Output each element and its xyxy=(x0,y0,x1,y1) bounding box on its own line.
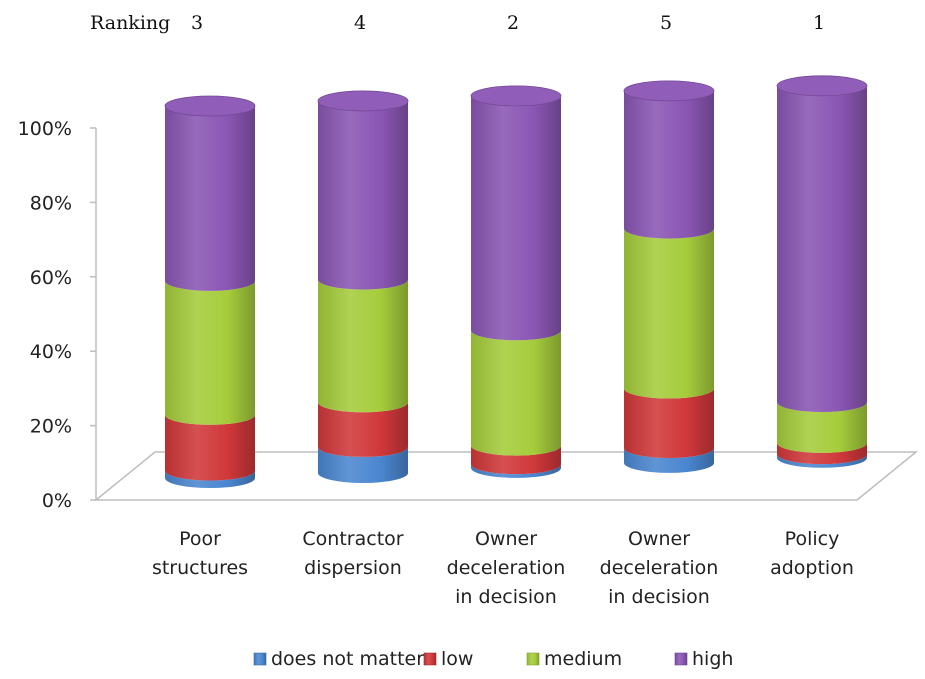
bar-segment xyxy=(318,100,408,290)
bar-segment xyxy=(624,90,714,239)
y-axis: 0% 20% 40% 60% 80% 100% xyxy=(18,118,97,512)
legend-label: high xyxy=(692,648,733,670)
bar-segment xyxy=(624,447,714,473)
bar-top-cap xyxy=(776,75,868,97)
ranking-value: 4 xyxy=(354,12,366,34)
bar-segment xyxy=(624,228,714,399)
bar-segment xyxy=(777,402,867,453)
y-tick-label: 80% xyxy=(30,192,72,214)
legend-label: medium xyxy=(544,648,622,670)
category-label: Contractor dispersion xyxy=(302,528,403,579)
y-tick-label: 20% xyxy=(30,416,72,438)
ranking-value: 3 xyxy=(191,12,203,34)
legend-swatch xyxy=(423,652,437,666)
y-tick-label: 0% xyxy=(42,490,72,512)
bar-top-cap xyxy=(470,85,562,107)
legend-swatch xyxy=(674,652,688,666)
category-label: Owner deceleration in decision xyxy=(447,528,566,608)
legend-item: does not matter xyxy=(253,648,424,670)
legend-item: high xyxy=(674,648,733,670)
category-label: Owner deceleration in decision xyxy=(600,528,719,608)
y-tick-label: 40% xyxy=(30,341,72,363)
ranking-value: 2 xyxy=(507,12,519,34)
category-labels: Poor structures Contractor dispersion Owner d… xyxy=(152,528,854,608)
bar-segment xyxy=(777,454,867,468)
bar-top-cap xyxy=(164,95,256,117)
bar-segment xyxy=(318,446,408,483)
category-label: Policy adoption xyxy=(770,528,854,579)
bar-stack xyxy=(317,90,409,483)
y-tick-label: 60% xyxy=(30,267,72,289)
bar-segment xyxy=(318,279,408,413)
category-label: Poor structures xyxy=(152,528,248,579)
bar-segment xyxy=(471,445,561,475)
bar-segment xyxy=(165,280,255,425)
ranking-label: Ranking xyxy=(90,12,170,34)
legend-item: low xyxy=(423,648,473,670)
bar-segment xyxy=(165,414,255,481)
bar-stack xyxy=(623,80,715,473)
legend-item: medium xyxy=(526,648,622,670)
bar-segment xyxy=(471,464,561,478)
bar-top-cap xyxy=(317,90,409,112)
legend-label: does not matter xyxy=(271,648,424,670)
bar-segment xyxy=(165,106,255,291)
ranking-row: Ranking 3 4 2 5 1 xyxy=(90,12,825,34)
bar-top-cap xyxy=(623,80,715,102)
bar-segment xyxy=(777,442,867,465)
ranking-value: 1 xyxy=(813,12,825,34)
bar-segment xyxy=(624,388,714,458)
bar-stack xyxy=(164,95,256,488)
bars xyxy=(164,75,868,488)
legend-label: low xyxy=(441,648,473,670)
bar-segment xyxy=(471,330,561,456)
bar-segment xyxy=(318,402,408,457)
ranking-value: 5 xyxy=(660,12,672,34)
bar-stack xyxy=(776,75,868,468)
bar-segment xyxy=(165,470,255,488)
bar-segment xyxy=(471,95,561,341)
y-tick-label: 100% xyxy=(18,118,72,140)
legend-swatch xyxy=(526,652,540,666)
bar-stack xyxy=(470,85,562,478)
bar-segment xyxy=(777,85,867,413)
legend: does not matter low medium high xyxy=(253,648,733,670)
legend-swatch xyxy=(253,652,267,666)
